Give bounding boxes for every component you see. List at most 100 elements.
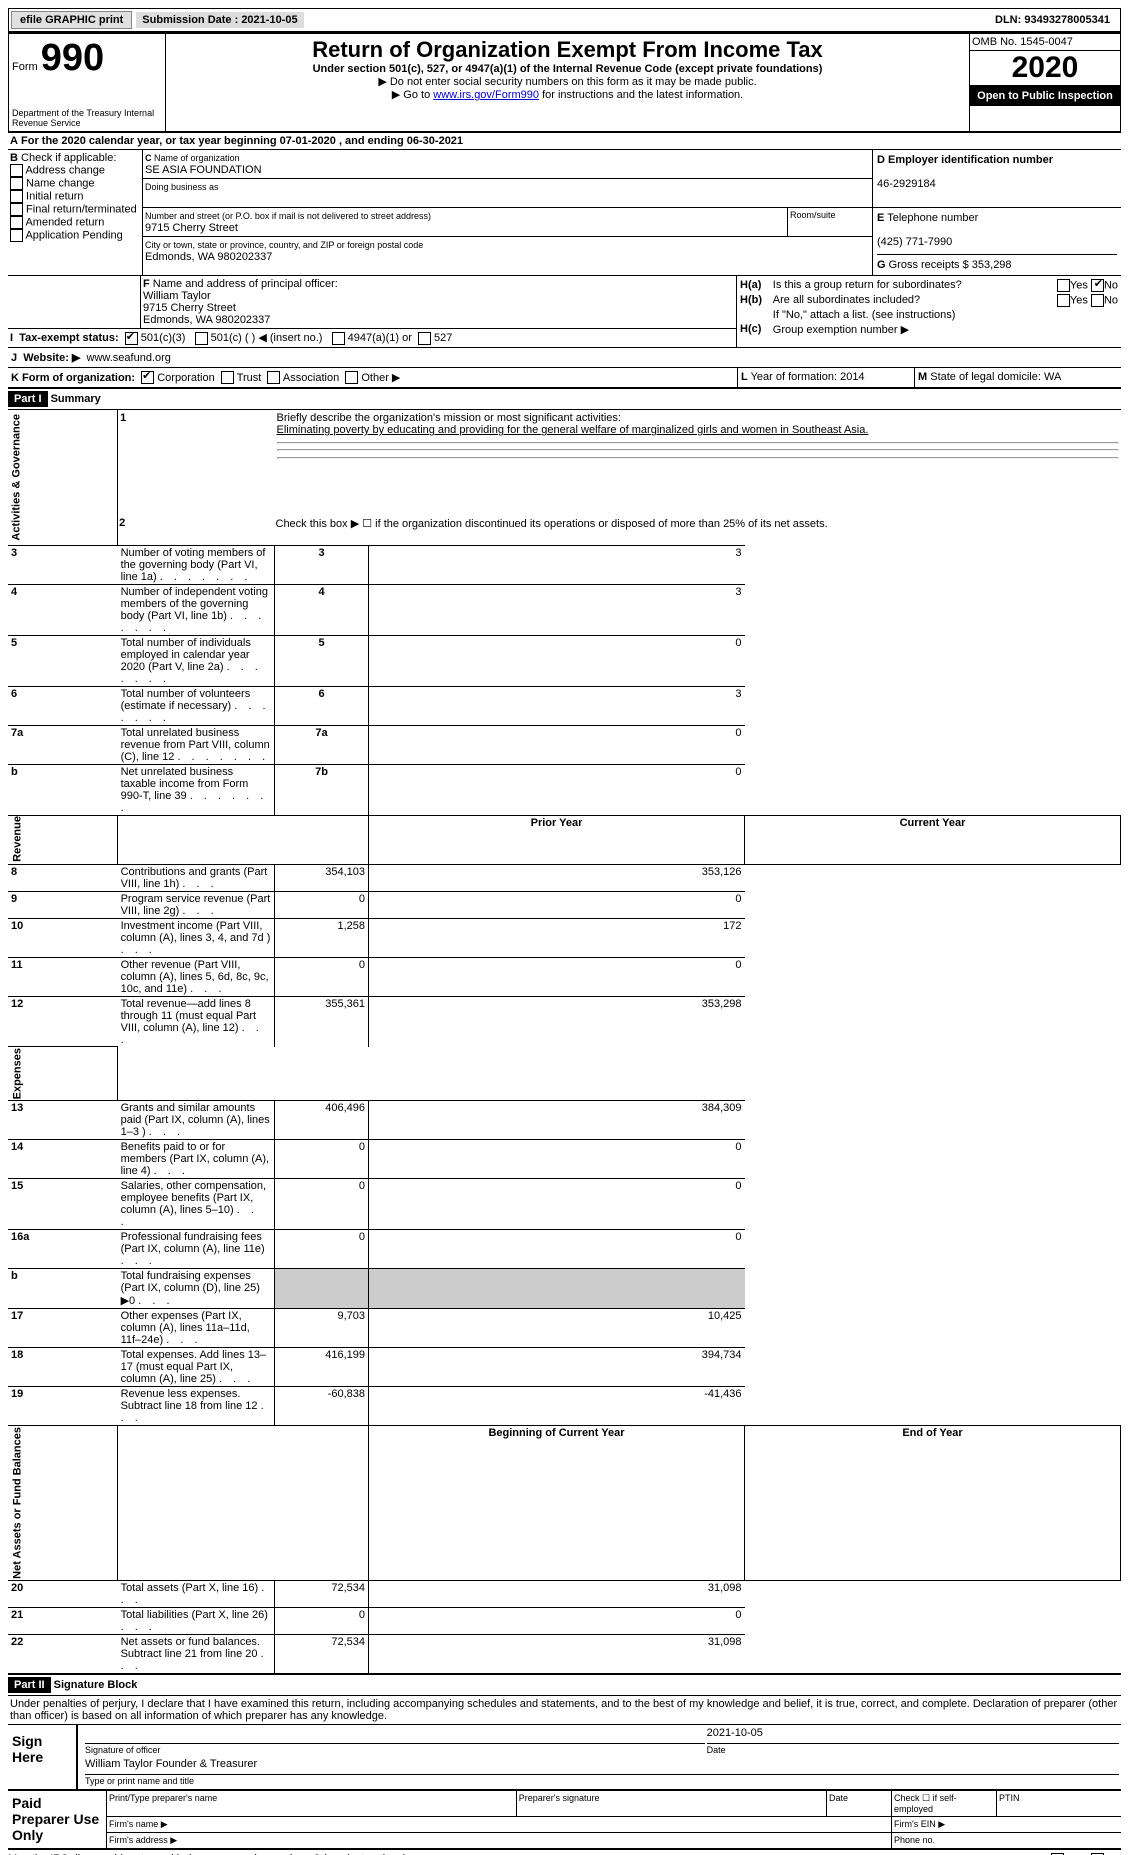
b-checkbox[interactable] [10, 177, 23, 190]
ha-yes[interactable] [1057, 279, 1070, 292]
k-checkbox[interactable] [141, 371, 154, 384]
fh-block: F Name and address of principal officer:… [8, 276, 1121, 348]
dept-label: Department of the Treasury Internal Reve… [12, 108, 162, 128]
prep-sig-label: Preparer's signature [516, 1790, 826, 1817]
efile-label: efile GRAPHIC print [11, 11, 132, 29]
part1-heading: Summary [51, 393, 101, 405]
street: 9715 Cherry Street [145, 222, 238, 234]
b-checkbox[interactable] [10, 229, 23, 242]
submission-date: Submission Date : 2021-10-05 [136, 12, 303, 28]
sig-date-label: Date [707, 1745, 726, 1755]
side-expenses: Expenses [8, 1047, 118, 1101]
sign-here-block: Sign Here Signature of officer 2021-10-0… [8, 1725, 1121, 1789]
part1-table: Activities & Governance 1 Briefly descri… [8, 409, 1121, 1673]
officer-addr1: 9715 Cherry Street [143, 302, 236, 314]
ha-no[interactable] [1091, 279, 1104, 292]
col-end: End of Year [745, 1426, 1121, 1581]
col-prior: Prior Year [369, 815, 745, 864]
b-checkbox[interactable] [10, 164, 23, 177]
k-label: Form of organization: [22, 372, 135, 384]
l-label: Year of formation: [751, 371, 837, 383]
k-checkbox[interactable] [221, 371, 234, 384]
q2: Check this box ▶ ☐ if the organization d… [275, 516, 1121, 545]
g-label: Gross receipts $ [889, 259, 969, 271]
hb: Are all subordinates included? [772, 293, 1033, 308]
note2-pre: Go to [403, 89, 433, 101]
tax-year-text: For the 2020 calendar year, or tax year … [21, 135, 463, 147]
b-checkbox[interactable] [10, 216, 23, 229]
b-label: Check if applicable: [21, 152, 116, 164]
open-public: Open to Public Inspection [970, 86, 1120, 106]
irs-no[interactable] [1091, 1853, 1104, 1855]
i-501c3[interactable] [125, 332, 138, 345]
hb-yes[interactable] [1057, 294, 1070, 307]
prep-name-label: Print/Type preparer's name [107, 1790, 517, 1817]
city-label: City or town, state or province, country… [145, 240, 423, 250]
j-label: Website: ▶ [23, 352, 80, 364]
sig-name: William Taylor Founder & Treasurer [85, 1758, 257, 1770]
officer-addr2: Edmonds, WA 980202337 [143, 314, 270, 326]
klm-row: K Form of organization: Corporation Trus… [8, 368, 1121, 390]
i-527[interactable] [418, 332, 431, 345]
b-checkbox[interactable] [10, 203, 23, 216]
part2-heading: Signature Block [54, 1679, 138, 1691]
side-net: Net Assets or Fund Balances [8, 1426, 118, 1581]
org-name: SE ASIA FOUNDATION [145, 164, 262, 176]
i-label: Tax-exempt status: [19, 332, 118, 344]
form-note1: Do not enter social security numbers on … [390, 76, 757, 88]
ein: 46-2929184 [877, 178, 936, 190]
sig-date: 2021-10-05 [707, 1727, 763, 1739]
hb-no[interactable] [1091, 294, 1104, 307]
line-a: A For the 2020 calendar year, or tax yea… [8, 133, 1121, 150]
side-governance: Activities & Governance [8, 410, 118, 546]
phone: (425) 771-7990 [877, 236, 952, 248]
omb: OMB No. 1545-0047 [970, 34, 1120, 50]
sig-name-label: Type or print name and title [85, 1776, 194, 1786]
col-begin: Beginning of Current Year [369, 1426, 745, 1581]
col-current: Current Year [745, 815, 1121, 864]
sig-officer-label: Signature of officer [85, 1745, 160, 1755]
form-number: 990 [41, 37, 104, 79]
gross-receipts: 353,298 [972, 259, 1012, 271]
note2-post: for instructions and the latest informat… [539, 89, 743, 101]
prep-date-label: Date [827, 1790, 892, 1817]
tax-year: 2020 [970, 50, 1120, 86]
room-label: Room/suite [788, 208, 873, 237]
m-label: State of legal domicile: [930, 371, 1041, 383]
part1-title: Part I [8, 391, 48, 407]
domicile: WA [1044, 371, 1061, 383]
k-checkbox[interactable] [345, 371, 358, 384]
form-subtitle: Under section 501(c), 527, or 4947(a)(1)… [169, 63, 966, 75]
ha: Is this a group return for subordinates? [772, 278, 1033, 293]
phone-label: Phone no. [892, 1833, 1122, 1850]
k-checkbox[interactable] [267, 371, 280, 384]
q1-label: Briefly describe the organization's miss… [277, 412, 621, 424]
prep-check: Check ☐ if self-employed [892, 1790, 997, 1817]
year-formation: 2014 [840, 371, 864, 383]
irs-discuss: May the IRS discuss this return with the… [8, 1853, 407, 1855]
paid-preparer-block: Paid Preparer Use Only Print/Type prepar… [8, 1789, 1121, 1850]
entity-block: B Check if applicable: Address change Na… [8, 150, 1121, 276]
paid-label: Paid Preparer Use Only [8, 1790, 107, 1849]
city: Edmonds, WA 980202337 [145, 251, 272, 263]
d-label: Employer identification number [888, 154, 1053, 166]
c-name-label: Name of organization [154, 153, 240, 163]
ptin-label: PTIN [997, 1790, 1122, 1817]
top-bar: efile GRAPHIC print Submission Date : 20… [8, 8, 1121, 32]
dba-label: Doing business as [145, 182, 219, 192]
website: www.seafund.org [87, 352, 171, 364]
irs-yes[interactable] [1051, 1853, 1064, 1855]
part2-title: Part II [8, 1677, 51, 1693]
sign-here: Sign Here [8, 1725, 77, 1789]
form-link[interactable]: www.irs.gov/Form990 [433, 89, 539, 101]
officer-name: William Taylor [143, 290, 211, 302]
i-501c[interactable] [195, 332, 208, 345]
side-revenue: Revenue [8, 815, 118, 864]
firm-addr: Firm's address ▶ [107, 1833, 892, 1850]
b-checkbox[interactable] [10, 190, 23, 203]
form-label: Form [12, 61, 38, 73]
firm-name: Firm's name ▶ [107, 1817, 892, 1833]
firm-ein: Firm's EIN ▶ [892, 1817, 1122, 1833]
i-4947[interactable] [332, 332, 345, 345]
f-label: Name and address of principal officer: [153, 278, 338, 290]
